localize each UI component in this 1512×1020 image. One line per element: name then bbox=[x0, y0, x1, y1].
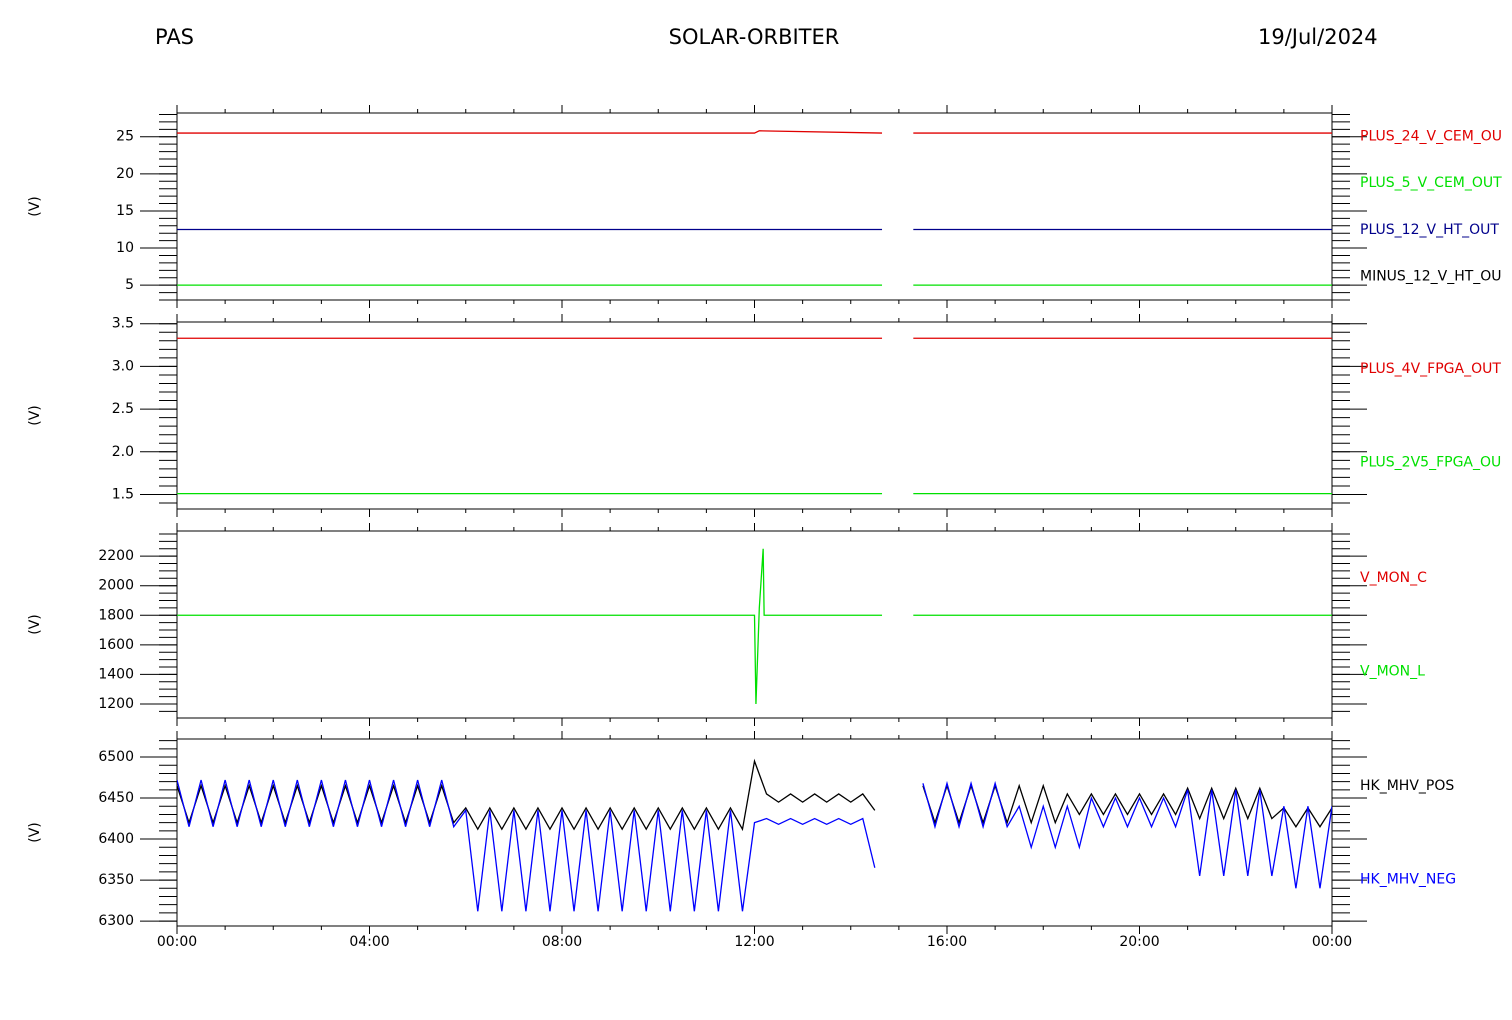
header-date: 19/Jul/2024 bbox=[1258, 25, 1378, 49]
x-tick-label: 00:00 bbox=[157, 934, 197, 950]
legend-label: HK_MHV_NEG bbox=[1360, 871, 1456, 887]
chart-title: SOLAR-ORBITER bbox=[669, 25, 840, 49]
y-tick-label: 2.5 bbox=[112, 401, 134, 417]
y-tick-label: 1800 bbox=[98, 607, 134, 623]
y-tick-label: 1.5 bbox=[112, 486, 134, 502]
y-tick-label: 6350 bbox=[98, 872, 134, 888]
y-tick-label: 25 bbox=[116, 129, 134, 145]
panel: 1200 1400 1600 1800 2000 2200 (V) V_MON_C V_MON_… bbox=[27, 523, 1427, 726]
y-tick-label: 10 bbox=[116, 240, 134, 256]
plot-frame bbox=[176, 321, 1333, 510]
panel: 6300 6350 6400 6450 6500 00:00 04:00 08:00 12:00… bbox=[27, 731, 1456, 950]
legend-label: PLUS_5_V_CEM_OUT bbox=[1360, 175, 1502, 191]
x-tick-label: 16:00 bbox=[927, 934, 967, 950]
legend-label: V_MON_C bbox=[1360, 570, 1427, 586]
y-tick-label: 1200 bbox=[98, 696, 134, 712]
x-tick-label: 04:00 bbox=[349, 934, 389, 950]
y-tick-label: 2200 bbox=[98, 548, 134, 564]
y-tick-label: 1600 bbox=[98, 637, 134, 653]
y-tick-label: 6300 bbox=[98, 913, 134, 929]
legend-label: MINUS_12_V_HT_OU bbox=[1360, 269, 1502, 285]
y-tick-label: 6500 bbox=[98, 749, 134, 765]
x-tick-label: 20:00 bbox=[1119, 934, 1159, 950]
x-tick-label: 12:00 bbox=[734, 934, 774, 950]
legend-label: PLUS_12_V_HT_OUT bbox=[1360, 222, 1499, 238]
legend-label: PLUS_4V_FPGA_OUT bbox=[1360, 361, 1501, 377]
y-tick-label: 6400 bbox=[98, 831, 134, 847]
y-tick-label: 3.0 bbox=[112, 358, 134, 374]
y-tick-label: 5 bbox=[125, 277, 134, 293]
plot-frame bbox=[176, 112, 1333, 301]
series-line bbox=[177, 548, 1332, 704]
y-axis-label: (V) bbox=[27, 822, 43, 843]
legend-label: PLUS_24_V_CEM_OU bbox=[1360, 128, 1502, 144]
y-tick-label: 6450 bbox=[98, 790, 134, 806]
panel: 1.5 2.0 2.5 3.0 3.5 (V) PLUS_4V_FPGA_OUT PLUS_2… bbox=[27, 314, 1501, 517]
y-tick-label: 2000 bbox=[98, 578, 134, 594]
series-line bbox=[177, 758, 1332, 832]
y-tick-label: 15 bbox=[116, 203, 134, 219]
series-line bbox=[177, 130, 1332, 134]
y-tick-label: 1400 bbox=[98, 666, 134, 682]
y-tick-label: 3.5 bbox=[112, 316, 134, 332]
plot-frame bbox=[176, 738, 1333, 927]
panel: 5 10 15 20 25 (V) PLUS_24_V_CEM_OU PLUS_5_V_CEM… bbox=[27, 105, 1502, 308]
header-left: PAS bbox=[155, 25, 194, 49]
x-tick-label: 08:00 bbox=[542, 934, 582, 950]
x-tick-label: 00:00 bbox=[1312, 934, 1352, 950]
y-axis-label: (V) bbox=[27, 196, 43, 217]
legend-label: V_MON_L bbox=[1360, 663, 1425, 679]
y-axis-label: (V) bbox=[27, 614, 43, 635]
legend-label: PLUS_2V5_FPGA_OU bbox=[1360, 454, 1501, 470]
y-axis-label: (V) bbox=[27, 405, 43, 426]
y-tick-label: 2.0 bbox=[112, 444, 134, 460]
series-line bbox=[177, 779, 1332, 912]
legend-label: HK_MHV_POS bbox=[1360, 778, 1454, 794]
y-tick-label: 20 bbox=[116, 166, 134, 182]
